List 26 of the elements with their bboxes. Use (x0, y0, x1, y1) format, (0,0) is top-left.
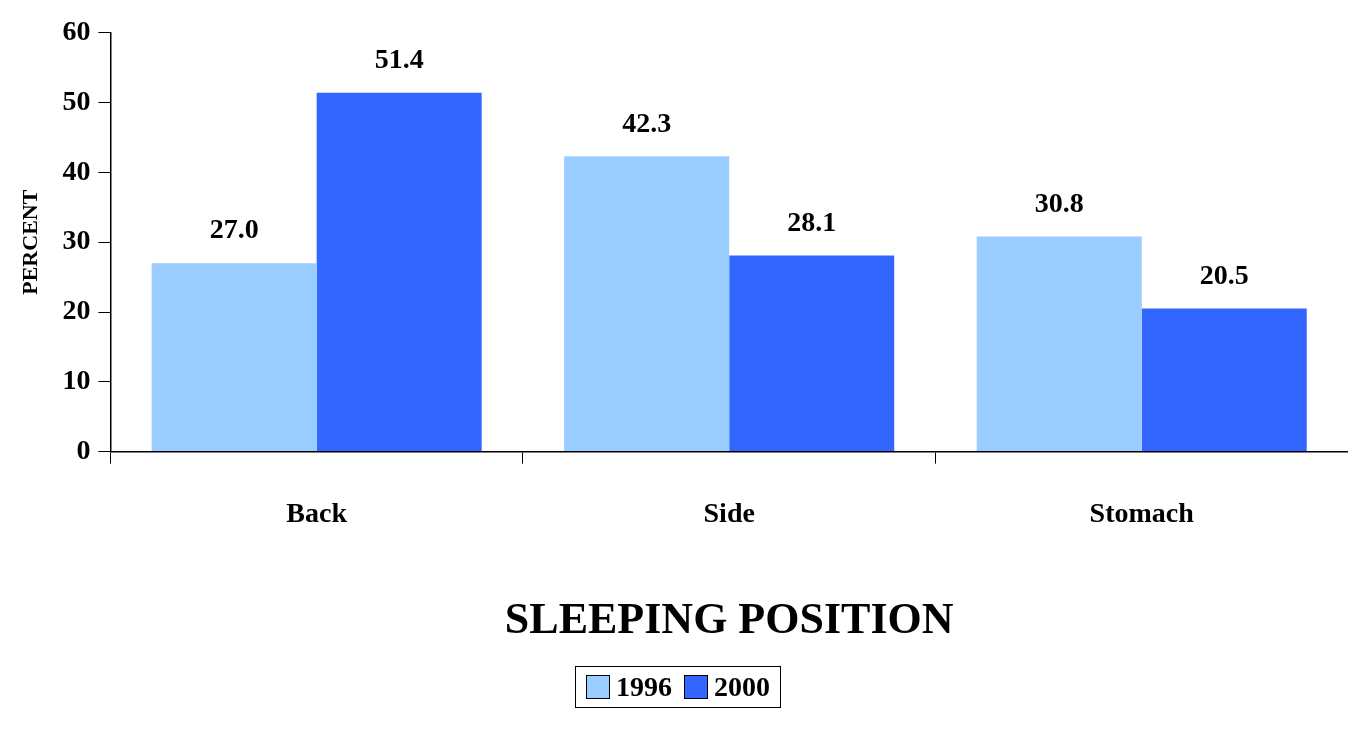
data-label: 51.4 (374, 43, 424, 75)
y-tick-label: 0 (76, 433, 91, 465)
y-axis-title: PERCENT (16, 189, 42, 295)
legend-label: 2000 (714, 671, 770, 703)
x-tick-label: Back (286, 496, 348, 528)
y-tick-label: 60 (62, 15, 91, 47)
bar (151, 263, 317, 452)
data-label: 30.8 (1034, 186, 1084, 218)
y-tick-label: 10 (62, 364, 91, 396)
x-tick-label: Side (703, 496, 755, 528)
data-label: 42.3 (622, 106, 672, 138)
bar (316, 92, 482, 452)
y-tick-label: 30 (62, 224, 91, 256)
y-tick-label: 50 (62, 84, 91, 116)
bar (564, 156, 730, 452)
y-tick-label: 20 (62, 294, 91, 326)
y-tick-label: 40 (62, 154, 91, 186)
bar (976, 236, 1142, 452)
x-tick-label: Stomach (1089, 496, 1195, 528)
bar (729, 255, 895, 452)
data-label: 27.0 (209, 213, 259, 245)
data-label: 28.1 (787, 205, 837, 237)
x-axis-title: SLEEPING POSITION (504, 593, 954, 643)
bar (1141, 308, 1307, 452)
legend-label: 1996 (616, 671, 672, 703)
data-label: 20.5 (1199, 258, 1249, 290)
